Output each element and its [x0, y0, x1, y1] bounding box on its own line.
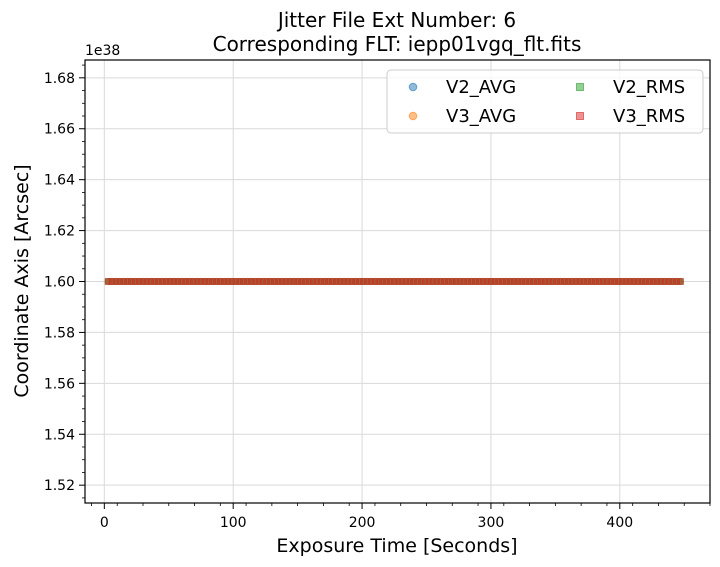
- legend-box: [386, 69, 704, 134]
- axis-ticks: 0 100 200 300 400 1.52 1.54 1.56 1.58 1.60 1.62 1.6…: [44, 64, 711, 531]
- series-v3-rms: [104, 278, 684, 285]
- legend-marker-v3-avg: [408, 111, 418, 121]
- y-tick-label: 1.64: [44, 173, 75, 189]
- legend-label-v2-rms: V2_RMS: [613, 77, 685, 98]
- y-tick-label: 1.54: [44, 427, 75, 443]
- x-tick-label: 100: [220, 515, 247, 531]
- chart-title-line2: Corresponding FLT: iepp01vgq_flt.fits: [213, 32, 582, 56]
- x-tick-label: 200: [349, 515, 376, 531]
- legend-label-v3-rms: V3_RMS: [613, 106, 685, 127]
- y-tick-label: 1.62: [44, 224, 75, 240]
- x-tick-label: 0: [100, 515, 109, 531]
- legend-label-v3-avg: V3_AVG: [446, 106, 516, 127]
- y-tick-label: 1.56: [44, 376, 75, 392]
- x-axis-label: Exposure Time [Seconds]: [276, 535, 517, 557]
- chart-title-line1: Jitter File Ext Number: 6: [276, 8, 516, 32]
- data-points: [104, 277, 684, 286]
- legend-marker-v2-avg: [408, 82, 418, 92]
- y-offset-label: 1e38: [85, 43, 120, 59]
- legend-marker-v2-rms: [576, 83, 584, 91]
- y-tick-label: 1.58: [44, 325, 75, 341]
- y-axis-label: Coordinate Axis [Arcsec]: [11, 164, 33, 397]
- x-tick-label: 300: [478, 515, 505, 531]
- x-tick-label: 400: [606, 515, 633, 531]
- legend-marker-v3-rms: [576, 112, 584, 120]
- y-tick-label: 1.66: [44, 122, 75, 138]
- legend: V2_AVG V3_AVG V2_RMS V3_RMS: [386, 69, 704, 134]
- y-tick-label: 1.52: [44, 478, 75, 494]
- legend-label-v2-avg: V2_AVG: [446, 77, 516, 98]
- data-point: [676, 278, 684, 285]
- plot-frame: [84, 59, 711, 504]
- y-tick-label: 1.68: [44, 71, 75, 87]
- y-tick-label: 1.60: [44, 275, 75, 291]
